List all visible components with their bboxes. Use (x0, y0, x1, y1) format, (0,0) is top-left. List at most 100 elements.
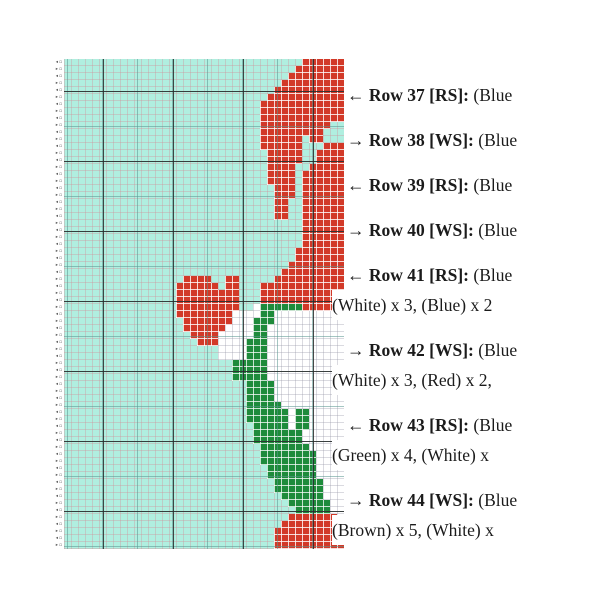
pattern-cell-run (267, 346, 344, 353)
pattern-cell-run (302, 185, 344, 192)
pattern-cell-run (218, 332, 253, 339)
pattern-cell-run (274, 486, 323, 493)
row-marker: ◂▫ (55, 368, 63, 373)
pattern-cell-run (295, 423, 309, 430)
row-marker: ▸▫ (55, 221, 63, 226)
row-marker: ◂▫ (55, 228, 63, 233)
pattern-cell-run (246, 353, 267, 360)
row-marker: ▸▫ (55, 151, 63, 156)
row-marker: ◂▫ (55, 354, 63, 359)
row-marker: ▸▫ (55, 347, 63, 352)
pattern-cell-run (288, 500, 330, 507)
row-marker: ▸▫ (55, 333, 63, 338)
row-label: Row 39 [RS]: (364, 175, 470, 195)
row-marker: ◂▫ (55, 522, 63, 527)
pattern-cell-run (176, 304, 239, 311)
pattern-cell-run (176, 311, 232, 318)
pattern-cells (64, 59, 344, 549)
row-marker: ◂▫ (55, 494, 63, 499)
pattern-cell-run (309, 416, 344, 423)
pattern-cell-run (260, 115, 344, 122)
pattern-cell-run (267, 150, 302, 157)
pattern-cell-run (218, 339, 246, 346)
pattern-cell-run (260, 108, 344, 115)
direction-arrow: ← (347, 265, 365, 285)
row-marker: ◂▫ (55, 186, 63, 191)
direction-arrow: ← (347, 85, 365, 105)
pattern-cell-run (302, 234, 344, 241)
pattern-cell-run (274, 192, 295, 199)
row-instruction: ← Row 43 [RS]: (Blue (Green) x 4, (White)… (332, 410, 600, 470)
row-marker: ▸▫ (55, 417, 63, 422)
pattern-cell-run (267, 339, 344, 346)
row-marker: ◂▫ (55, 172, 63, 177)
pattern-cell-run (253, 423, 288, 430)
pattern-cell-run (323, 486, 344, 493)
row-instruction: ← Row 41 [RS]: (Blue (White) x 3, (Blue) … (332, 260, 600, 320)
stitch-sequence: (Blue (469, 265, 513, 285)
pattern-cell-run (218, 353, 246, 360)
pattern-cell-run (267, 164, 295, 171)
pattern-cell-run (295, 248, 344, 255)
row-marker: ◂▫ (55, 536, 63, 541)
row-instruction-line: ← Row 43 [RS]: (Blue (347, 410, 516, 440)
row-marker: ▸▫ (55, 123, 63, 128)
pattern-cell-run (246, 339, 267, 346)
stitch-sequence: (Blue (473, 340, 518, 360)
pattern-cell-run (288, 423, 295, 430)
row-marker: ◂▫ (55, 144, 63, 149)
row-instruction-line: ← Row 41 [RS]: (Blue (347, 260, 516, 290)
pattern-cell-run (253, 430, 302, 437)
pattern-cell-run (260, 122, 330, 129)
row-marker: ◂▫ (55, 270, 63, 275)
pattern-cell-run (274, 185, 295, 192)
pattern-cell-run (232, 360, 267, 367)
pattern-cell-run (225, 276, 239, 283)
pattern-cell-run (267, 472, 316, 479)
pattern-cell-run (316, 472, 344, 479)
pattern-cell-run (295, 416, 309, 423)
stitch-sequence-continued: (White) x 3, (Red) x 2, (332, 365, 495, 395)
stitch-sequence-continued: (Brown) x 5, (White) x (332, 515, 497, 545)
row-marker: ◂▫ (55, 340, 63, 345)
row-marker: ▸▫ (55, 319, 63, 324)
pattern-cell-run (323, 479, 344, 486)
stitch-sequence: (Blue (473, 130, 518, 150)
row-marker: ▸▫ (55, 501, 63, 506)
row-marker: ◂▫ (55, 382, 63, 387)
pattern-cell-run (267, 332, 344, 339)
pattern-cell-run (267, 353, 344, 360)
row-marker: ▸▫ (55, 207, 63, 212)
pattern-cell-run (267, 178, 295, 185)
pattern-cell-run (274, 206, 288, 213)
row-instruction-line: ← Row 37 [RS]: (Blue (347, 80, 516, 110)
stitch-sequence: (Blue (473, 220, 518, 240)
pattern-cell-run (281, 493, 323, 500)
row-marker: ▸▫ (55, 487, 63, 492)
row-marker: ◂▫ (55, 480, 63, 485)
pattern-cell-run (330, 507, 344, 514)
row-marker: ◂▫ (55, 466, 63, 471)
pattern-cell-run (281, 269, 344, 276)
pattern-cell-run (281, 80, 344, 87)
pattern-cell-run (316, 150, 344, 157)
pattern-cell-run (183, 325, 225, 332)
row-marker: ◂▫ (55, 256, 63, 261)
pattern-cell-run (225, 325, 253, 332)
pattern-cell-run (190, 332, 218, 339)
pattern-cell-run (246, 416, 288, 423)
row-marker: ▸▫ (55, 235, 63, 240)
pattern-cell-run (323, 143, 344, 150)
stitch-sequence-continued: (White) x 3, (Blue) x 2 (332, 290, 496, 320)
pattern-cell-run (176, 297, 239, 304)
pattern-cell-run (225, 283, 239, 290)
row-marker: ▸▫ (55, 403, 63, 408)
row-label: Row 42 [WS]: (364, 340, 474, 360)
pattern-cell-run (246, 381, 274, 388)
row-marker: ▸▫ (55, 543, 63, 548)
row-marker: ◂▫ (55, 326, 63, 331)
row-marker: ◂▫ (55, 396, 63, 401)
direction-arrow: → (347, 340, 365, 360)
row-instruction: ← Row 39 [RS]: (Blue (347, 170, 600, 200)
